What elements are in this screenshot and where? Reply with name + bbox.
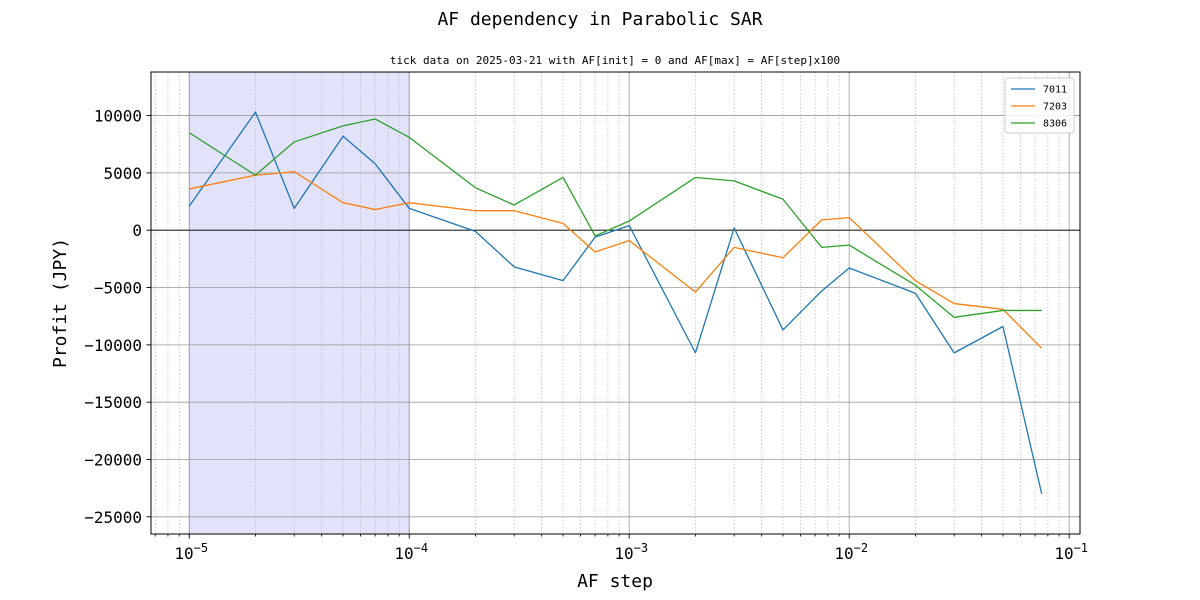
- y-axis: 10000 5000 0 −5000 −10000 −15000 −20000 −25000: [84, 107, 151, 527]
- highlight-span: [188, 71, 410, 535]
- plot-area: [150, 71, 1081, 535]
- chart-title: AF dependency in Parabolic SAR: [437, 9, 762, 30]
- series-line-7011: [188, 111, 1043, 495]
- y-tick-label: −20000: [84, 450, 142, 469]
- x-tick-label: 10−3: [614, 541, 648, 563]
- y-tick-label: −15000: [84, 393, 142, 412]
- y-tick-label: −10000: [84, 336, 142, 355]
- series-lines: [188, 111, 1043, 495]
- y-tick-label: 5000: [103, 164, 142, 183]
- y-tick-label: 0: [132, 221, 142, 240]
- x-tick-label: 10−2: [834, 541, 868, 563]
- y-tick-label: −5000: [94, 279, 142, 298]
- minor-grid: [154, 72, 1060, 534]
- y-tick-label: 10000: [94, 107, 142, 126]
- legend-label-7203: 7203: [1043, 102, 1067, 113]
- y-tick-label: −25000: [84, 508, 142, 527]
- major-grid: [151, 72, 1080, 534]
- legend-box: [1004, 77, 1075, 134]
- chart-subtitle: tick data on 2025-03-21 with AF[init] = …: [390, 54, 840, 67]
- y-axis-label: Profit (JPY): [50, 238, 71, 368]
- plot-frame: [150, 71, 1081, 535]
- series-line-8306: [188, 118, 1042, 318]
- x-tick-label: 10−5: [174, 541, 208, 563]
- legend-label-8306: 8306: [1043, 119, 1067, 130]
- legend-label-7011: 7011: [1043, 85, 1067, 96]
- x-axis: 10−5 10−4 10−3 10−2 10−1: [154, 534, 1088, 563]
- x-axis-label: AF step: [577, 571, 653, 592]
- series-line-7203: [189, 171, 1043, 349]
- x-tick-label: 10−1: [1054, 541, 1088, 563]
- x-tick-label: 10−4: [394, 541, 428, 563]
- legend: 7011 7203 8306: [1004, 77, 1075, 134]
